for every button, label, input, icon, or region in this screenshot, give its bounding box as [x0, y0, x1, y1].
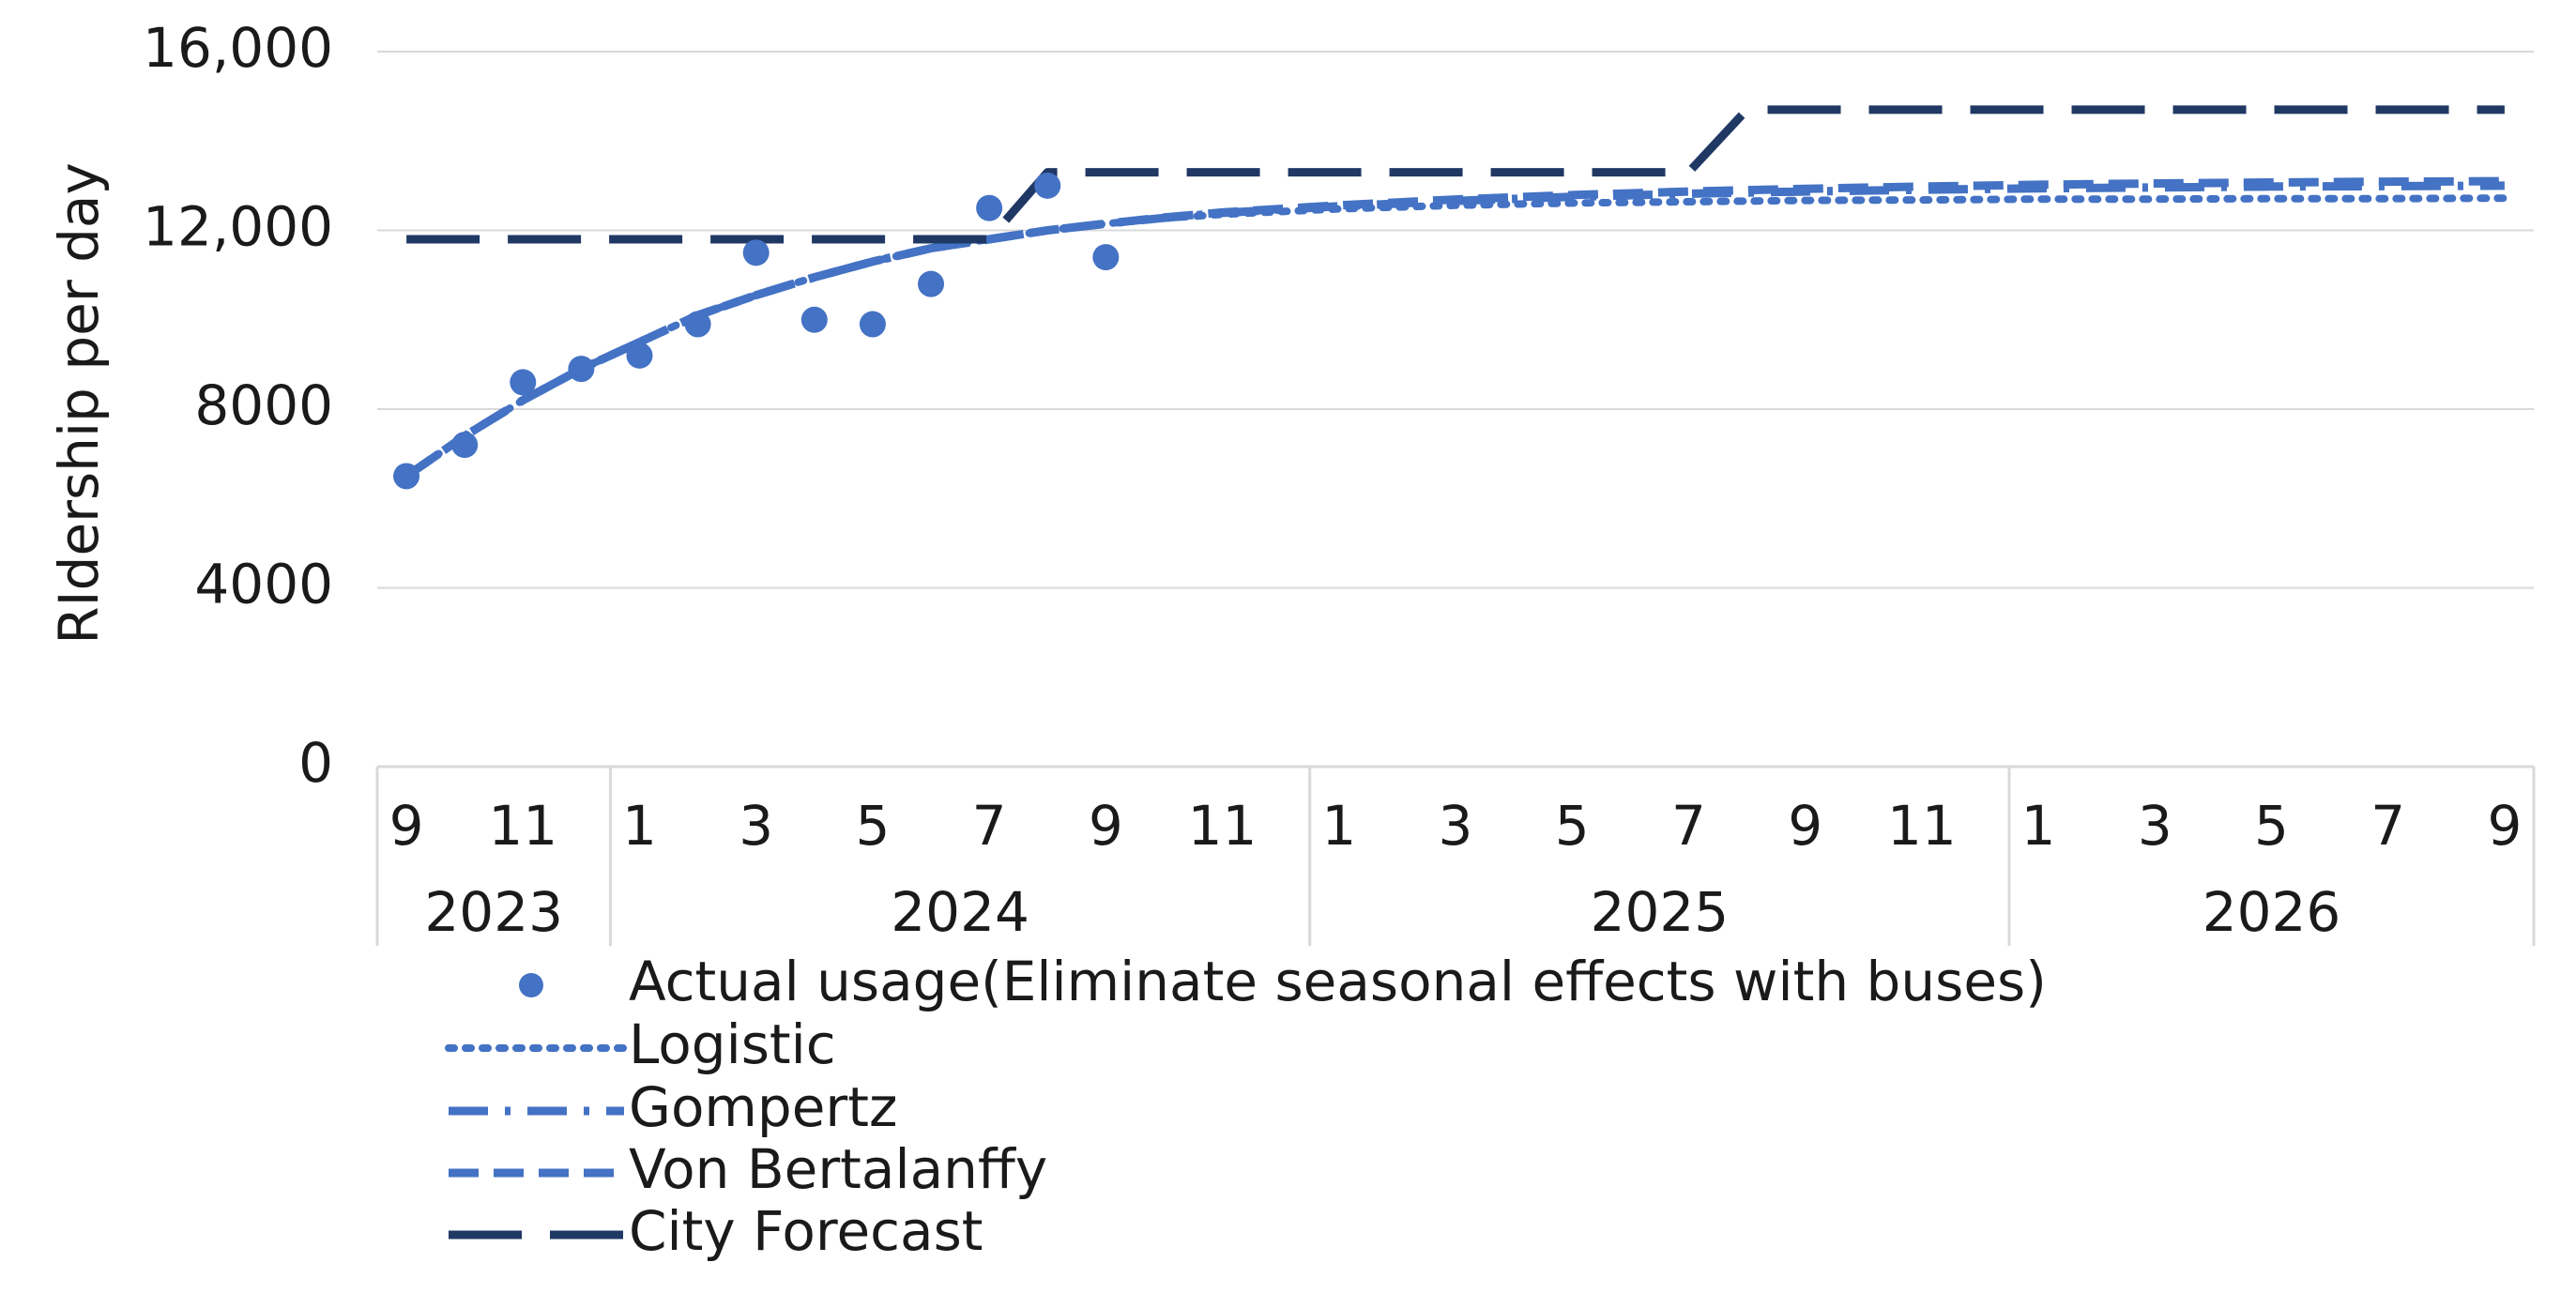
legend-label: Gompertz: [629, 1075, 897, 1139]
data-point-actual: [510, 369, 537, 396]
x-tick-label: 1: [622, 794, 657, 858]
x-tick-label: 5: [1555, 794, 1590, 858]
x-tick-label: 1: [2021, 794, 2056, 858]
legend-label: Actual usage(Eliminate seasonal effects …: [629, 950, 2047, 1013]
data-point-actual: [742, 239, 770, 266]
data-point-actual: [918, 270, 945, 297]
series-group: [393, 105, 2508, 490]
x-tick-label: 11: [1188, 794, 1258, 858]
x-tick-label: 9: [389, 794, 424, 858]
x-tick-label: 7: [2370, 794, 2405, 858]
x-tick-label: 3: [2138, 794, 2172, 858]
x-year-label: 2023: [424, 880, 563, 944]
x-tick-label: 11: [488, 794, 557, 858]
legend-marker: [519, 973, 543, 997]
x-tick-label: 9: [1788, 794, 1822, 858]
data-point-actual: [626, 342, 653, 369]
data-point-actual: [684, 311, 711, 338]
x-tick-label: 7: [972, 794, 1007, 858]
data-point-actual: [800, 306, 828, 333]
x-tick-label: 5: [2254, 794, 2289, 858]
legend-label: Von Bertalanffy: [629, 1137, 1047, 1201]
y-tick-label: 0: [298, 731, 333, 795]
x-tick-label: 7: [1671, 794, 1706, 858]
y-axis-label: RIdership per day: [47, 162, 111, 645]
x-tick-label: 9: [2487, 794, 2522, 858]
y-tick-label: 8000: [194, 373, 333, 437]
legend-label: Logistic: [629, 1012, 836, 1076]
gridlines: [377, 51, 2534, 589]
legend-label: City Forecast: [629, 1199, 983, 1263]
y-tick-label: 4000: [194, 553, 333, 616]
x-year-label: 2025: [1591, 880, 1730, 944]
legend: Actual usage(Eliminate seasonal effects …: [445, 950, 2047, 1263]
x-year-label: 2024: [891, 880, 1029, 944]
x-tick-label: 11: [1887, 794, 1957, 858]
data-point-actual: [451, 432, 479, 459]
x-tick-label: 9: [1089, 794, 1123, 858]
series-line-gompertz: [404, 181, 2505, 480]
x-tick-label: 3: [1439, 794, 1473, 858]
x-tick-label: 3: [739, 794, 773, 858]
series-line-von-bertalanffy: [404, 176, 2505, 480]
data-point-actual: [1092, 244, 1120, 271]
data-point-actual: [859, 311, 886, 338]
series-line-city-forecast: [406, 105, 2505, 244]
x-tick-label: 5: [855, 794, 890, 858]
x-tick-label: 1: [1321, 794, 1356, 858]
x-year-label: 2026: [2203, 880, 2341, 944]
y-axis: 0 4000 8000 12,000 16,000: [143, 16, 333, 795]
y-tick-label: 16,000: [143, 16, 333, 80]
data-point-actual: [393, 463, 420, 490]
data-point-actual: [568, 356, 595, 383]
data-point-actual: [976, 194, 1003, 221]
data-point-actual: [1034, 172, 1061, 199]
y-tick-label: 12,000: [143, 195, 333, 259]
